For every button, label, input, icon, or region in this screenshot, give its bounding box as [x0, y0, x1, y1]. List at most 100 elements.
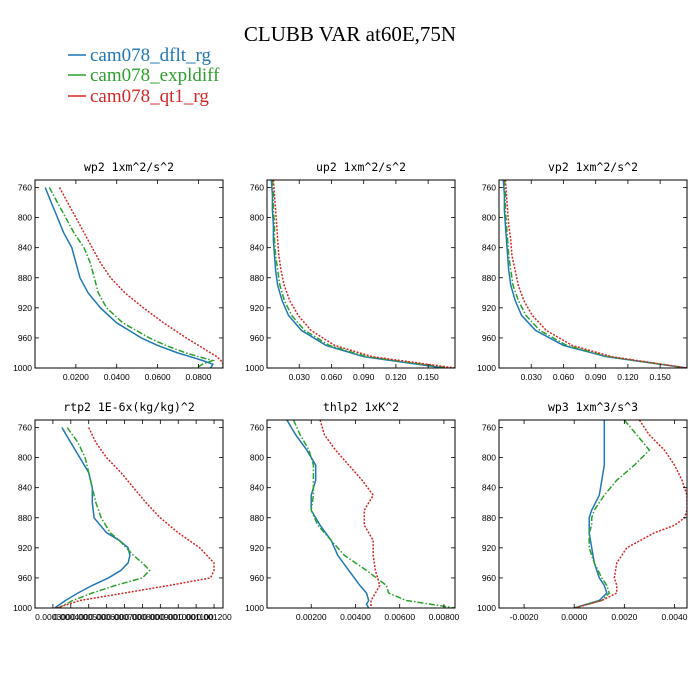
- series-line: [502, 180, 687, 368]
- subplot-grid: wp2 1xm^2/s^2 760 800 840 880 920 960 1000 0.020…: [13, 160, 688, 622]
- series-line: [272, 180, 455, 368]
- series-group: [44, 187, 223, 368]
- subplot: thlp2 1xK^2 760 800 840 880 920 960 1000 0.00200…: [245, 400, 459, 622]
- x-tick-label: 0.00800: [429, 612, 460, 622]
- x-tick-label: 0.000600: [89, 612, 125, 622]
- series-line: [271, 180, 450, 368]
- legend-entry: cam078_dflt_rg: [68, 45, 212, 66]
- legend-entry: cam078_qt1_rg: [68, 86, 209, 107]
- y-tick-label: 760: [18, 183, 32, 193]
- y-tick-label: 1000: [245, 363, 264, 373]
- series-line: [58, 187, 223, 368]
- y-tick-label: 1000: [13, 603, 32, 613]
- x-tick-label: 0.001100: [179, 612, 214, 622]
- subplot-title: wp3 1xm^3/s^3: [548, 400, 638, 414]
- series-line: [503, 180, 687, 368]
- series-line: [574, 420, 687, 608]
- y-tick-label: 920: [18, 543, 32, 553]
- y-tick-label: 800: [482, 213, 496, 223]
- series-group: [502, 180, 687, 368]
- plot-frame: [498, 179, 688, 369]
- y-tick-label: 840: [482, 243, 496, 253]
- y-tick-label: 800: [250, 213, 264, 223]
- series-line: [319, 420, 381, 608]
- series-group: [573, 420, 687, 608]
- subplot-title: thlp2 1xK^2: [323, 400, 399, 414]
- y-tick-label: 760: [482, 183, 496, 193]
- y-tick-label: 840: [18, 243, 32, 253]
- series-line: [504, 180, 687, 368]
- y-tick-label: 840: [482, 483, 496, 493]
- series-group: [54, 427, 215, 608]
- legend-label: cam078_qt1_rg: [90, 86, 209, 107]
- y-tick-label: 880: [18, 513, 32, 523]
- x-tick-label: 0.0400: [104, 372, 130, 382]
- y-tick-label: 880: [250, 513, 264, 523]
- series-line: [574, 420, 651, 608]
- x-tick-label: 0.00400: [340, 612, 371, 622]
- y-tick-label: 920: [250, 303, 264, 313]
- y-tick-label: 800: [250, 453, 264, 463]
- subplot: wp3 1xm^3/s^3 760 800 840 880 920 960 1000 -0.00…: [477, 400, 688, 622]
- y-tick-label: 920: [18, 303, 32, 313]
- x-tick-label: 0.000800: [125, 612, 161, 622]
- series-line: [48, 187, 216, 368]
- x-tick-label: 0.150: [418, 372, 440, 382]
- y-tick-label: 760: [482, 423, 496, 433]
- y-tick-label: 920: [250, 543, 264, 553]
- x-tick-label: 0.120: [385, 372, 407, 382]
- x-tick-label: 0.0000: [561, 612, 587, 622]
- plot-frame: [34, 179, 224, 369]
- x-tick-label: 0.120: [617, 372, 639, 382]
- y-tick-label: 920: [482, 543, 496, 553]
- y-tick-label: 960: [482, 573, 496, 583]
- x-tick-label: 0.090: [585, 372, 607, 382]
- series-line: [54, 427, 131, 608]
- legend-entry: cam078_expldiff: [68, 65, 220, 86]
- x-tick-label: 0.001000: [161, 612, 197, 622]
- plot-frame: [266, 419, 456, 609]
- x-tick-label: 0.030: [521, 372, 543, 382]
- y-tick-label: 1000: [477, 603, 496, 613]
- figure-title: CLUBB VAR at60E,75N: [244, 22, 456, 46]
- series-group: [286, 420, 455, 608]
- subplot: rtp2 1E-6x(kg/kg)^2 760 800 840 880 920 960 100…: [13, 400, 232, 622]
- y-tick-label: 800: [18, 213, 32, 223]
- subplot-title: rtp2 1E-6x(kg/kg)^2: [63, 400, 195, 414]
- x-tick-label: 0.000300: [35, 612, 71, 622]
- y-tick-label: 1000: [477, 363, 496, 373]
- x-tick-label: 0.00600: [384, 612, 415, 622]
- x-tick-label: 0.0600: [145, 372, 171, 382]
- x-tick-label: 0.060: [321, 372, 343, 382]
- plot-frame: [266, 179, 456, 369]
- subplot: vp2 1xm^2/s^2 760 800 840 880 920 960 1000 0.030…: [477, 160, 688, 382]
- y-tick-label: 920: [482, 303, 496, 313]
- subplot: wp2 1xm^2/s^2 760 800 840 880 920 960 1000 0.020…: [13, 160, 224, 382]
- x-tick-label: 0.00200: [296, 612, 327, 622]
- y-tick-label: 880: [250, 273, 264, 283]
- series-line: [286, 420, 370, 608]
- x-tick-label: 0.000500: [71, 612, 107, 622]
- y-tick-label: 840: [250, 483, 264, 493]
- x-tick-label: 0.0020: [611, 612, 637, 622]
- x-tick-label: 0.0040: [661, 612, 687, 622]
- plot-frame: [498, 419, 688, 609]
- y-tick-label: 1000: [245, 603, 264, 613]
- x-tick-label: -0.0020: [510, 612, 539, 622]
- x-tick-label: 0.000700: [107, 612, 143, 622]
- y-tick-label: 800: [18, 453, 32, 463]
- y-tick-label: 960: [482, 333, 496, 343]
- series-line: [292, 420, 455, 608]
- subplot-title: wp2 1xm^2/s^2: [84, 160, 174, 174]
- series-line: [573, 420, 608, 608]
- x-tick-label: 0.0800: [185, 372, 211, 382]
- y-tick-label: 760: [18, 423, 32, 433]
- y-tick-label: 960: [18, 333, 32, 343]
- legend-label: cam078_expldiff: [90, 65, 220, 86]
- x-tick-label: 0.001200: [196, 612, 232, 622]
- legend: cam078_dflt_rg cam078_expldiff cam078_qt…: [68, 45, 220, 107]
- y-tick-label: 800: [482, 453, 496, 463]
- y-tick-label: 1000: [13, 363, 32, 373]
- y-tick-label: 880: [482, 273, 496, 283]
